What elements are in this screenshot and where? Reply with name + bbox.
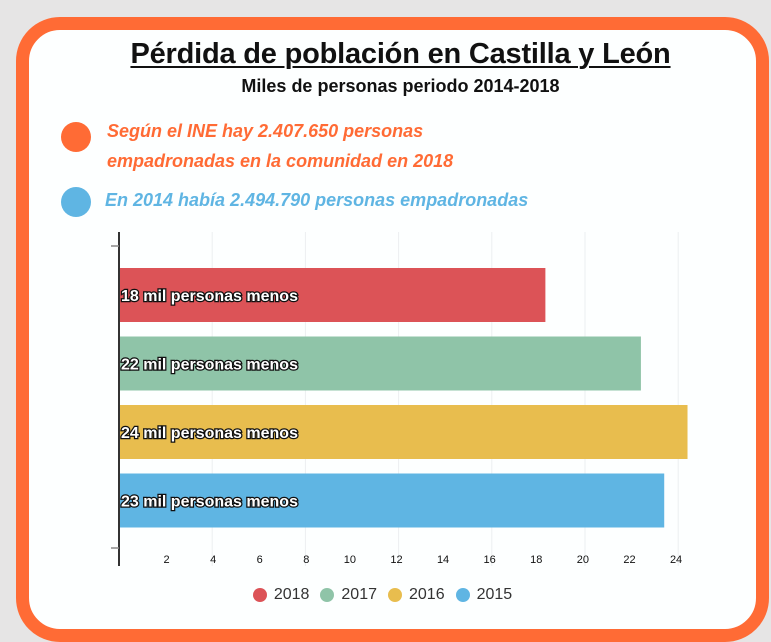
- bar-label-2017: 22 mil personas menos: [121, 357, 298, 374]
- orange-dot-icon: [61, 122, 91, 152]
- bar-label-2015: 23 mil personas menos: [121, 494, 298, 511]
- x-tick-labels: 2 4 6 8 10 12 14 16 18 20 22 24: [163, 554, 682, 566]
- legend-dot-icon: [252, 588, 267, 602]
- chart-title: Pérdida de población en Castilla y León: [130, 38, 671, 70]
- x-tick-label: 14: [437, 554, 449, 566]
- x-tick-label: 22: [623, 554, 635, 566]
- legend-dot-icon: [455, 588, 470, 602]
- legend-item-2018[interactable]: 2018: [252, 586, 310, 604]
- legend-item-2015[interactable]: 2015: [455, 586, 513, 604]
- x-tick-label: 10: [344, 554, 356, 566]
- bar-label-2018: 18 mil personas menos: [121, 288, 298, 305]
- legend-label: 2018: [273, 586, 310, 603]
- bars: 18 mil personas menos 22 mil personas men…: [119, 268, 688, 528]
- infographic-card: [16, 17, 769, 642]
- legend-dot-icon: [320, 588, 335, 602]
- x-tick-label: 6: [257, 554, 263, 566]
- note-2018-line2: empadronadas en la comunidad en 2018: [107, 151, 454, 171]
- bar-2016[interactable]: [119, 405, 688, 459]
- legend-item-2017[interactable]: 2017: [320, 586, 377, 604]
- bar-2018[interactable]: [119, 268, 546, 322]
- chart-subtitle: Miles de personas periodo 2014-2018: [241, 76, 560, 96]
- x-tick-label: 18: [530, 554, 542, 566]
- x-tick-label: 24: [670, 554, 682, 566]
- y-axis: [111, 232, 120, 566]
- legend-dot-icon: [388, 588, 402, 602]
- x-tick-label: 12: [390, 554, 402, 566]
- bar-2015[interactable]: [119, 473, 665, 528]
- bar-label-2016: 24 mil personas menos: [121, 425, 298, 442]
- legend-item-2016[interactable]: 2016: [388, 586, 445, 604]
- blue-dot-icon: [61, 187, 91, 217]
- legend-label: 2016: [409, 586, 445, 603]
- x-tick-label: 2: [163, 554, 169, 566]
- bar-2017[interactable]: [119, 336, 641, 391]
- x-tick-label: 8: [303, 554, 309, 566]
- x-tick-label: 20: [577, 554, 589, 566]
- note-2014-line1: En 2014 había 2.494.790 personas empadro…: [105, 190, 529, 210]
- legend-label: 2015: [476, 586, 513, 603]
- note-2018-population: Según el INE hay 2.407.650 personas empa…: [107, 116, 453, 176]
- x-tick-label: 4: [210, 554, 216, 566]
- note-2018-line1: Según el INE hay 2.407.650 personas: [107, 121, 424, 141]
- legend-label: 2017: [341, 586, 377, 603]
- note-2014-population: En 2014 había 2.494.790 personas empadro…: [105, 185, 528, 215]
- x-tick-label: 16: [484, 554, 496, 566]
- legend: 2018 2017 2016 2015: [0, 586, 768, 604]
